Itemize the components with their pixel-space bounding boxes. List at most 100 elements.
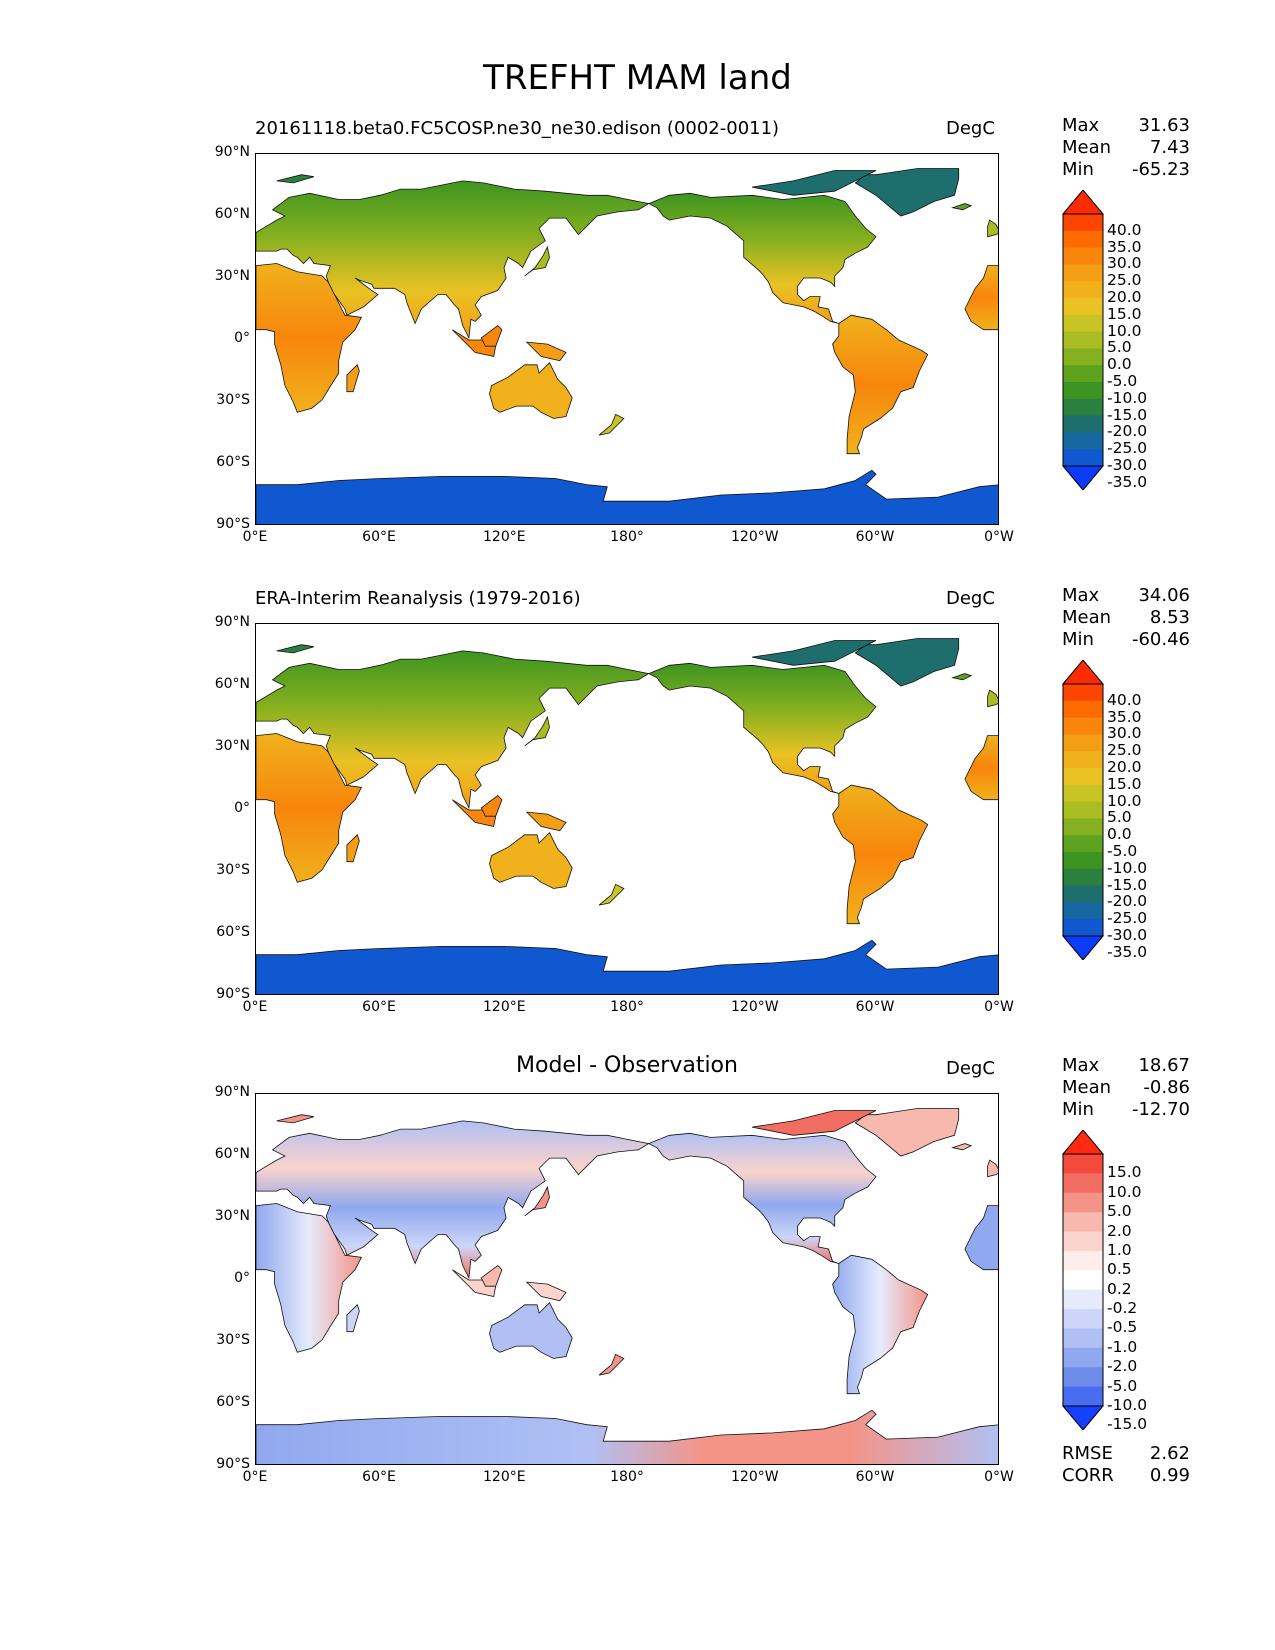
stat-value: 7.43 — [1149, 137, 1190, 158]
colorbar-tick-label: 0.2 — [1107, 1279, 1132, 1298]
colorbar-swatch — [1063, 768, 1103, 786]
lat-tick-label: 60°N — [214, 676, 250, 692]
colorbar-swatch — [1063, 919, 1103, 937]
landmass-newZealand — [598, 883, 625, 906]
lon-tick-label: 60°E — [362, 999, 396, 1015]
lat-tick-label: 90°S — [216, 986, 250, 1002]
colorbar-tick-label: -20.0 — [1107, 892, 1148, 911]
colorbar-outline — [1062, 683, 1104, 937]
stat-value: 0.99 — [1149, 1465, 1190, 1486]
colorbar-tick-label: 0.0 — [1107, 825, 1132, 844]
landmass-britain — [987, 219, 998, 238]
landmass-iceland — [950, 673, 973, 681]
colorbar-swatch — [1063, 1386, 1103, 1407]
stat-label: Min — [1062, 629, 1094, 650]
figure-title: TREFHT MAM land — [483, 58, 792, 98]
colorbar-swatch — [1063, 868, 1103, 887]
colorbar-tick-label: -30.0 — [1107, 926, 1148, 944]
colorbar-swatch — [1063, 230, 1103, 249]
landmass-antarctica — [256, 939, 998, 994]
stat-value: 8.53 — [1149, 607, 1190, 628]
landmass-newGuinea — [525, 811, 567, 832]
units-label: DegC — [946, 588, 995, 609]
stat-value: -65.23 — [1131, 159, 1190, 180]
lon-tick-label: 120°W — [731, 529, 779, 545]
units-label: DegC — [946, 1058, 995, 1079]
landmass-iceland — [950, 1143, 973, 1151]
colorbar-tick-label: -35.0 — [1107, 942, 1148, 961]
colorbar-tick-label: -5.0 — [1107, 1376, 1138, 1395]
colorbar-extend-min — [1061, 1405, 1105, 1431]
landmass-borneo — [480, 794, 503, 817]
units-label: DegC — [946, 118, 995, 139]
stat-label: Max — [1062, 585, 1100, 606]
landmass-antarctica — [256, 469, 998, 524]
landmass-southAmerica — [832, 314, 929, 455]
colorbar-tick-label: -5.0 — [1107, 842, 1138, 860]
colorbar-extend-max — [1061, 189, 1105, 215]
stat-label: CORR — [1062, 1465, 1114, 1486]
colorbar-tick-label: -5.0 — [1107, 372, 1138, 390]
colorbar-swatch — [1063, 1212, 1103, 1233]
colorbar-tick-label: -25.0 — [1107, 439, 1148, 458]
colorbar-swatch — [1063, 1309, 1103, 1330]
colorbar-swatch — [1063, 784, 1103, 803]
colorbar-swatch — [1063, 432, 1103, 450]
lon-tick-label: 0°E — [242, 529, 268, 545]
landmass-newGuinea — [525, 341, 567, 362]
lon-tick-label: 0°W — [984, 1469, 1014, 1485]
colorbar-swatch — [1063, 1192, 1103, 1213]
lat-tick-label: 90°N — [214, 614, 250, 630]
colorbar-swatch — [1063, 734, 1103, 752]
landmass-newGuinea — [525, 1281, 567, 1302]
colorbar-swatch — [1063, 1250, 1103, 1271]
colorbar-swatch — [1063, 449, 1103, 467]
lon-tick-label: 60°W — [855, 1469, 895, 1485]
colorbar-tick-label: -10.0 — [1107, 858, 1148, 877]
error-stats-block: RMSE 2.62 CORR 0.99 — [1062, 1443, 1190, 1487]
lat-tick-label: 90°N — [214, 144, 250, 160]
colorbar-swatch — [1063, 281, 1103, 299]
landmass-westAfrica — [964, 735, 998, 801]
colorbar-tick-label: 5.0 — [1107, 338, 1132, 357]
landmass-eurasia — [256, 650, 650, 810]
lon-tick-label: 0°E — [242, 1469, 268, 1485]
landmass-eurasia — [256, 180, 650, 340]
lon-tick-label: 180° — [610, 999, 644, 1015]
colorbar-tick-label: 35.0 — [1107, 707, 1142, 726]
panel-observation: ERA-Interim Reanalysis (1979-2016) DegC … — [0, 585, 1275, 1055]
lat-tick-label: 90°S — [216, 1456, 250, 1472]
colorbar-swatches — [1061, 659, 1105, 961]
lat-tick-label: 60°S — [216, 454, 250, 470]
map-fill — [256, 1108, 998, 1464]
map-fill — [256, 168, 998, 524]
colorbar-tick-label: -0.5 — [1107, 1318, 1138, 1337]
lon-tick-label: 60°W — [855, 999, 895, 1015]
colorbar-swatch — [1063, 1347, 1103, 1368]
stat-label: Min — [1062, 1099, 1094, 1120]
stat-label: Max — [1062, 115, 1100, 136]
landmass-australia — [489, 362, 573, 419]
colorbar-swatch — [1063, 1328, 1103, 1349]
lat-tick-label: 90°S — [216, 516, 250, 532]
panel-model: 20161118.beta0.FC5COSP.ne30_ne30.edison … — [0, 115, 1275, 585]
stat-label: Min — [1062, 159, 1094, 180]
landmass-newZealand — [598, 1353, 625, 1376]
colorbar-swatch — [1063, 751, 1103, 769]
landmass-svalbard — [276, 1114, 315, 1124]
landmass-japan — [524, 715, 550, 747]
landmass-greenland — [854, 168, 960, 217]
landmass-eurasia — [256, 1120, 650, 1280]
lat-tick-label: 60°S — [216, 1394, 250, 1410]
colorbar — [1060, 189, 1106, 494]
colorbar-swatch — [1063, 415, 1103, 433]
landmass-antarctica — [256, 1409, 998, 1464]
lat-tick-label: 90°N — [214, 1084, 250, 1100]
colorbar-outline — [1062, 213, 1104, 467]
lon-tick-label: 120°E — [483, 529, 526, 545]
landmass-iceland — [950, 203, 973, 211]
colorbar-tick-label: -10.0 — [1107, 388, 1148, 407]
colorbar-swatch — [1063, 801, 1103, 819]
colorbar-swatch — [1063, 717, 1103, 735]
panel-title: 20161118.beta0.FC5COSP.ne30_ne30.edison … — [255, 118, 780, 139]
